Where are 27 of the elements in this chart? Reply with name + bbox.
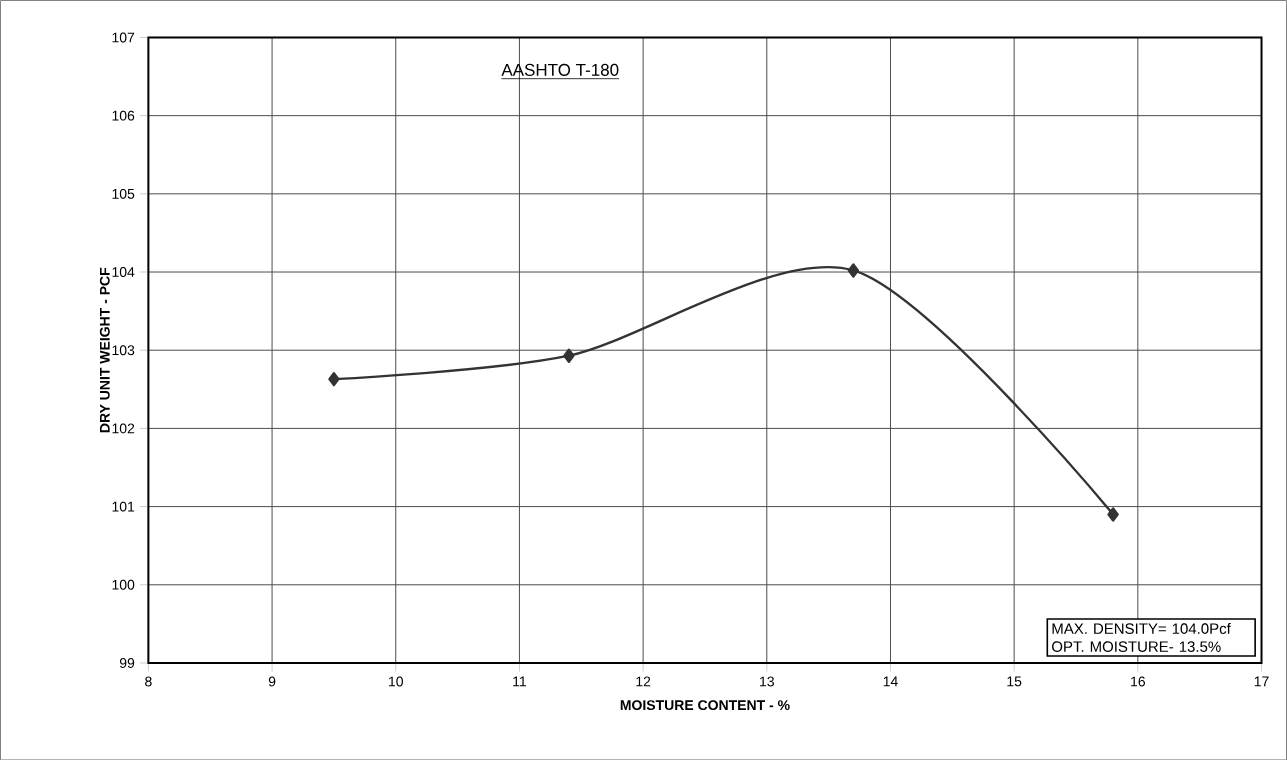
x-tick-label: 17 [1254,676,1269,686]
x-tick-label: 12 [636,676,651,687]
x-tick-label: 15 [1007,676,1022,687]
point [847,263,860,278]
point [1107,507,1119,522]
x-tick-label: 14 [883,676,898,686]
annotation: MAX. DENSITY= 104.0Pcf [1052,622,1231,634]
y-tick-label: 102 [112,423,135,434]
y-tick-label: 99 [119,657,135,668]
x-axis-title: MOISTURE CONTENT - % [620,699,790,710]
x-tick-label: 11 [513,676,526,686]
y-tick-label: 106 [112,110,135,121]
y-axis-title: DRY UNIT WEIGHT - PCF [99,267,110,432]
y-tick-label: 101 [112,501,135,512]
y-tick-label: 107 [112,32,135,43]
x-tick-label: 8 [145,676,152,687]
annotation: OPT. MOISTURE- 13.5% [1052,641,1221,652]
x-tick-label: 13 [760,676,774,687]
y-tick-label: 105 [112,188,135,199]
point [563,348,575,363]
x-tick-label: 9 [268,676,276,687]
x-tick-label: 16 [1131,676,1145,687]
y-tick-label: 104 [112,266,135,277]
x-tick-label: 10 [389,676,403,687]
y-tick-label: 100 [112,579,135,590]
y-tick-label: 103 [112,345,135,355]
point [328,371,340,387]
